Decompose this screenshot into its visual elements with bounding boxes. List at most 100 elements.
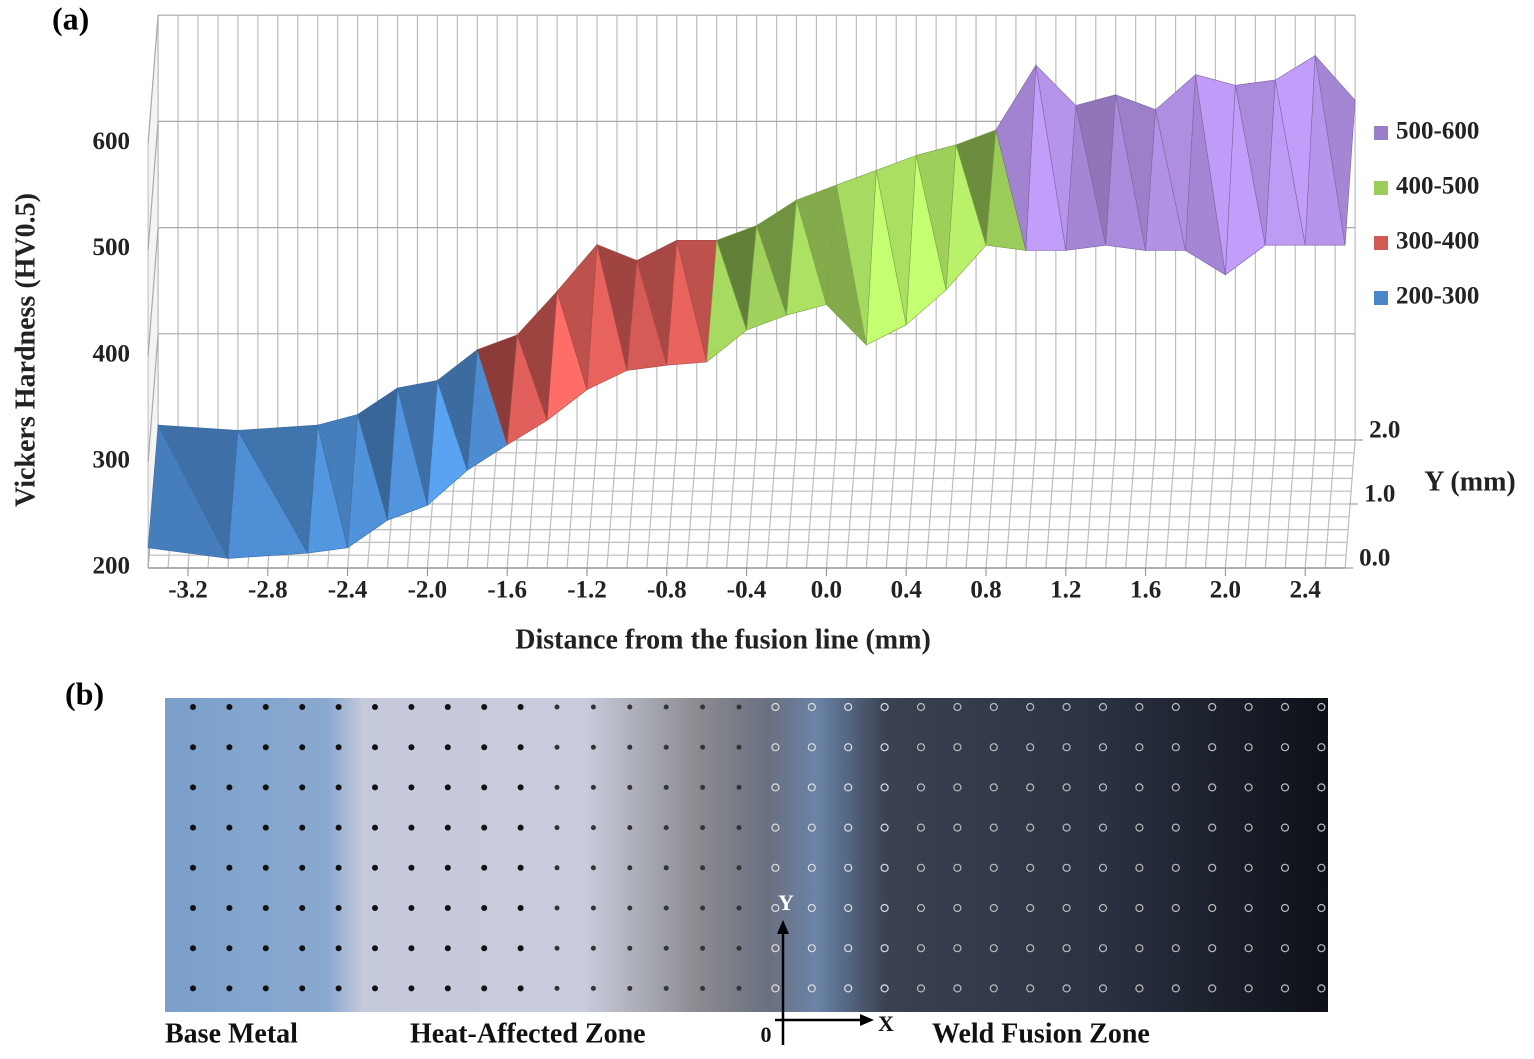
indent [736, 945, 742, 951]
indent [700, 825, 706, 831]
indent [880, 863, 889, 872]
x-tick-label: 0.8 [970, 577, 1001, 604]
indent [1135, 903, 1144, 913]
indent [1135, 783, 1144, 792]
indent [372, 905, 378, 911]
indent [989, 702, 998, 712]
indent [1280, 743, 1290, 752]
indent [1171, 863, 1180, 872]
indent [226, 704, 233, 710]
indent [880, 823, 889, 832]
legend-label: 500-600 [1396, 118, 1479, 145]
indent [771, 743, 780, 752]
indent [335, 824, 342, 831]
indent [517, 784, 524, 791]
indent [299, 945, 306, 952]
indent [1171, 944, 1180, 953]
indent [335, 905, 342, 911]
indent [554, 905, 560, 911]
indent [663, 945, 669, 951]
indent [916, 743, 926, 752]
indent [517, 824, 524, 831]
indent [590, 784, 596, 790]
indent [627, 784, 633, 790]
indent [880, 783, 889, 792]
indent [916, 823, 926, 832]
indent [916, 783, 926, 792]
indent [190, 824, 196, 831]
indent [590, 744, 596, 750]
indent [989, 823, 998, 832]
indent [663, 784, 669, 790]
indent [953, 984, 962, 993]
indent [736, 784, 742, 790]
indent [1244, 944, 1253, 953]
indent [844, 944, 853, 953]
indent [1026, 783, 1035, 792]
indent [299, 744, 306, 751]
indent [989, 984, 998, 993]
indent [1280, 702, 1290, 712]
indent [335, 864, 342, 871]
indent [335, 704, 342, 710]
indent [1208, 984, 1217, 993]
indent [408, 864, 415, 871]
indent [771, 783, 780, 792]
x-arrow-head [860, 1014, 874, 1026]
indent [1062, 783, 1071, 792]
indent [771, 823, 780, 832]
x-tick-label: -0.8 [647, 577, 687, 604]
indent [1317, 944, 1326, 953]
indent [1171, 903, 1180, 913]
indent [262, 985, 269, 992]
panel-label: (a) [52, 0, 89, 36]
indent [1208, 743, 1217, 752]
x-tick-label: 0.4 [891, 577, 923, 604]
indent [590, 985, 596, 991]
indent [844, 743, 853, 752]
x-tick-label: 2.4 [1290, 577, 1322, 604]
indent [262, 945, 269, 952]
indent [1208, 702, 1217, 712]
indent [1062, 702, 1071, 712]
indent [1098, 743, 1108, 752]
x-tick-label: -2.0 [408, 577, 448, 604]
x-axis-title: Distance from the fusion line (mm) [515, 624, 931, 655]
indent [1062, 823, 1071, 832]
x-tick-label: 2.0 [1210, 577, 1241, 604]
indent [517, 905, 524, 911]
indent [517, 744, 524, 751]
indent [1062, 984, 1071, 993]
indent [335, 985, 342, 992]
indent [554, 784, 560, 790]
indent [481, 784, 488, 791]
indent [807, 783, 816, 792]
indent [807, 903, 816, 913]
indent [916, 903, 926, 913]
z-tick-label: 300 [93, 447, 131, 474]
indent [1026, 743, 1035, 752]
legend-swatch [1374, 236, 1388, 250]
indent [481, 985, 488, 992]
indent [771, 863, 780, 872]
indent [226, 905, 233, 911]
indent [372, 704, 378, 710]
indent [190, 744, 196, 751]
indent [1026, 984, 1035, 993]
indent [1171, 984, 1180, 993]
indent [736, 865, 742, 871]
indent [953, 702, 962, 712]
grid-line [147, 14, 1356, 144]
indent [372, 945, 378, 952]
indent [444, 864, 451, 871]
indent [444, 784, 451, 791]
indent [916, 863, 926, 872]
indent [408, 985, 415, 992]
z-tick-label: 500 [93, 234, 131, 261]
indent [1098, 823, 1108, 832]
indent [627, 744, 633, 750]
indent [262, 744, 269, 751]
indent [1026, 903, 1035, 913]
indent [663, 825, 669, 831]
indent [663, 704, 669, 710]
